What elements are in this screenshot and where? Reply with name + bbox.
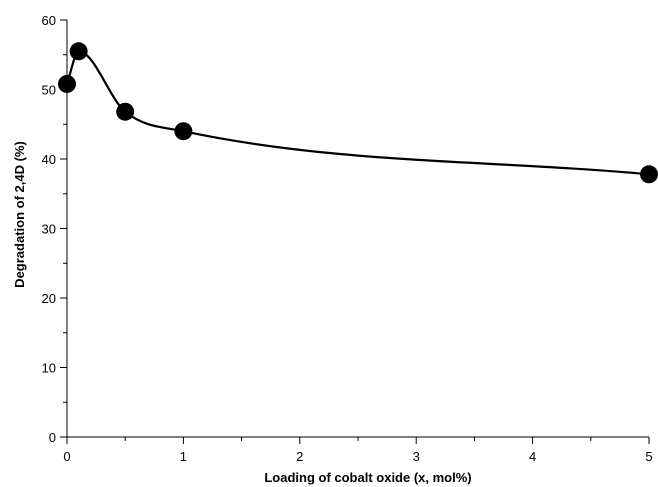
data-point: [640, 165, 658, 184]
y-tick-label: 40: [42, 152, 56, 167]
y-tick-label: 50: [42, 83, 56, 98]
x-tick-label: 3: [413, 449, 420, 464]
data-points: [58, 42, 658, 184]
y-tick-label: 30: [42, 222, 56, 237]
x-axis-label: Loading of cobalt oxide (x, mol%): [264, 470, 471, 485]
data-point: [174, 122, 193, 141]
x-ticks: 0 1 2 3 4 5: [63, 437, 653, 464]
data-point: [116, 102, 135, 121]
y-tick-label: 10: [42, 361, 56, 376]
x-tick-label: 5: [645, 449, 652, 464]
fit-curve: [65, 50, 650, 176]
y-ticks: 0 10 20 30 40 50 60: [42, 13, 67, 445]
x-tick-label: 4: [529, 449, 536, 464]
data-point: [58, 74, 76, 93]
y-tick-label: 60: [42, 13, 56, 28]
data-point: [69, 42, 88, 61]
y-axis-label: Degradation of 2,4D (%): [12, 141, 27, 288]
plot-area: 0 1 2 3 4 5 0 10 20 30 40 50 60: [42, 13, 658, 464]
x-tick-label: 1: [180, 449, 187, 464]
y-tick-label: 20: [42, 291, 56, 306]
x-tick-label: 0: [63, 449, 70, 464]
y-tick-label: 0: [49, 430, 56, 445]
x-tick-label: 2: [296, 449, 303, 464]
